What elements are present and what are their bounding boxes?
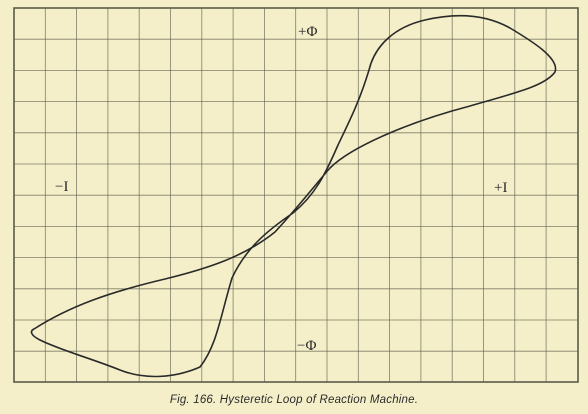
plus-i-label: +I (494, 180, 507, 196)
minus-i-label: −I (55, 179, 68, 195)
figure-caption: Fig. 166. Hysteretic Loop of Reaction Ma… (169, 394, 419, 406)
plus-phi-label: +Φ (298, 24, 317, 40)
grid-frame (13, 7, 579, 383)
hysteresis-loop-curve (30, 14, 557, 378)
grid-lines (14, 8, 578, 382)
minus-phi-label: −Φ (297, 338, 316, 354)
